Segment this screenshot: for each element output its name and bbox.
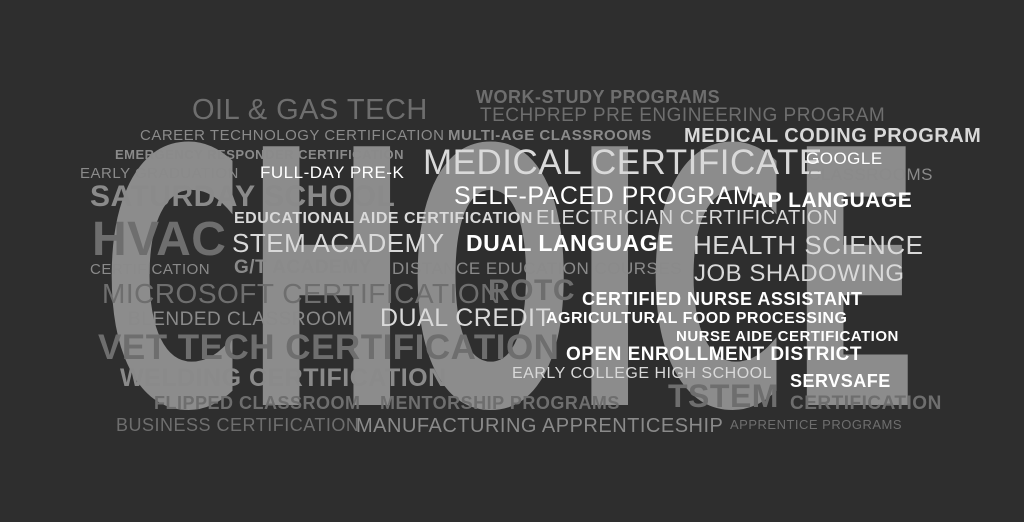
word-multi-age-classrooms: MULTI-AGE CLASSROOMS <box>448 127 652 144</box>
word-google: GOOGLE <box>806 149 883 168</box>
word-certification-right: CERTIFICATION <box>790 393 942 414</box>
choice-big-word-text: CHOICE <box>102 75 922 489</box>
word-nurse-aide-certification: NURSE AIDE CERTIFICATION <box>676 328 899 345</box>
word-distance-education: DISTANCE EDUCATION COURSES <box>392 259 683 278</box>
word-techprep: TECHPREP PRE ENGINEERING PROGRAM <box>480 105 886 126</box>
word-rotc: ROTC <box>488 274 575 307</box>
word-ap-language: AP LANGUAGE <box>752 189 913 212</box>
word-vet-tech-certification: VET TECH CERTIFICATION <box>98 328 560 367</box>
word-hvac: HVAC <box>92 213 227 266</box>
word-servsafe: SERVSAFE <box>790 371 891 391</box>
word-oil-gas-tech: OIL & GAS TECH <box>192 94 428 126</box>
word-tstem: TSTEM <box>668 378 779 414</box>
word-flipped-classroom: FLIPPED CLASSROOM <box>154 393 361 413</box>
word-electrician-certification: ELECTRICIAN CERTIFICATION <box>536 207 838 229</box>
word-job-shadowing: JOB SHADOWING <box>694 260 905 287</box>
word-self-paced-program: SELF-PACED PROGRAM <box>454 182 755 210</box>
word-open-enrollment-district: OPEN ENROLLMENT DISTRICT <box>566 344 862 365</box>
word-certified-nurse-assistant: CERTIFIED NURSE ASSISTANT <box>582 289 863 309</box>
word-career-technology: CAREER TECHNOLOGY CERTIFICATION <box>140 127 445 144</box>
word-manufacturing-apprenticeship: MANUFACTURING APPRENTICESHIP <box>356 415 724 437</box>
word-mentorship-programs: MENTORSHIP PROGRAMS <box>380 393 620 413</box>
word-stem-academy: STEM ACADEMY <box>232 228 445 258</box>
word-work-study-programs: WORK-STUDY PROGRAMS <box>476 87 721 107</box>
word-microsoft-certification: MICROSOFT CERTIFICATION <box>102 278 501 309</box>
word-full-day-pre-k: FULL-DAY PRE-K <box>260 163 405 182</box>
word-health-science: HEALTH SCIENCE <box>693 230 924 260</box>
word-dual-credit: DUAL CREDIT <box>380 304 552 332</box>
word-educational-aide: EDUCATIONAL AIDE CERTIFICATION <box>234 210 533 227</box>
word-classrooms: CLASSROOMS <box>808 165 933 184</box>
word-early-graduation: EARLY GRADUATION <box>80 165 239 182</box>
word-apprentice-programs: APPRENTICE PROGRAMS <box>730 417 903 432</box>
word-emergency-responder: EMERGENCY RESPONDER CERTIFICATION <box>115 147 405 162</box>
word-medical-coding-program: MEDICAL CODING PROGRAM <box>684 125 982 147</box>
word-blended-classroom: BLENDED CLASSROOM <box>128 309 353 330</box>
word-medical-certificate: MEDICAL CERTIFICATE <box>423 143 823 182</box>
word-welding-certification: WELDING CERTIFICATION <box>120 364 447 392</box>
word-business-certification: BUSINESS CERTIFICATION <box>116 415 360 435</box>
word-certification-left: CERTIFICATION <box>90 261 211 278</box>
word-gt-academy: G/T ACADEMY <box>234 257 372 278</box>
word-dual-language: DUAL LANGUAGE <box>466 230 674 256</box>
word-early-college-high-school: EARLY COLLEGE HIGH SCHOOL <box>512 365 772 382</box>
word-saturday-school: SATURDAY SCHOOL <box>90 180 396 213</box>
word-agricultural-food-processing: AGRICULTURAL FOOD PROCESSING <box>546 310 848 327</box>
